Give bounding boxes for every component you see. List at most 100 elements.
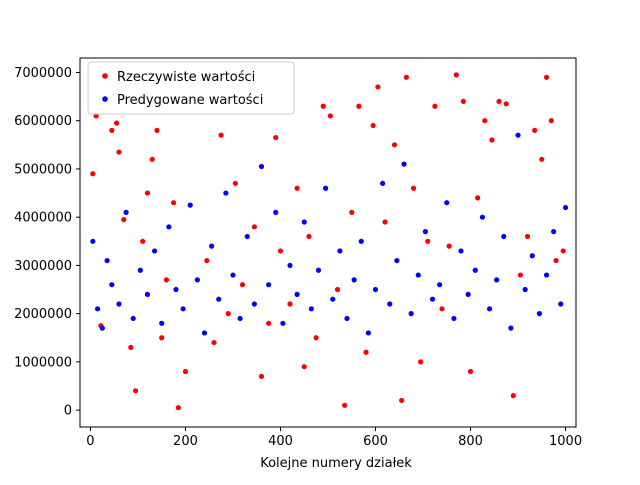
data-point: [439, 306, 445, 312]
data-point: [529, 253, 535, 259]
data-point: [422, 229, 428, 235]
data-point: [543, 74, 550, 80]
data-point: [287, 262, 293, 269]
data-point: [472, 267, 478, 273]
data-point: [486, 306, 493, 312]
data-point: [425, 238, 431, 244]
data-point: [258, 163, 265, 170]
data-point: [216, 296, 222, 302]
data-point: [109, 282, 115, 288]
data-point: [460, 98, 466, 105]
legend-marker-real: [102, 73, 108, 79]
data-point: [173, 286, 179, 293]
data-point: [113, 120, 120, 126]
data-point: [180, 306, 186, 312]
data-point: [211, 339, 217, 346]
data-point: [382, 219, 388, 225]
data-point: [363, 349, 369, 355]
data-point: [399, 397, 405, 404]
data-point: [277, 248, 284, 254]
data-point: [301, 219, 307, 225]
data-point: [104, 257, 110, 264]
data-point: [517, 272, 524, 278]
data-point: [144, 291, 151, 297]
data-point: [121, 216, 127, 223]
data-point: [251, 301, 257, 307]
data-point: [401, 161, 407, 167]
data-point: [237, 315, 243, 322]
data-point: [232, 180, 238, 187]
legend-label-predicted: Predygowane wartości: [117, 93, 263, 108]
data-point: [159, 335, 165, 341]
data-point: [116, 149, 122, 155]
x-tick-label: 200: [173, 434, 198, 449]
y-tick-label: 3000000: [14, 259, 72, 274]
x-tick-label: 0: [86, 434, 94, 449]
data-point: [137, 267, 143, 273]
legend-marker-predicted: [102, 96, 108, 102]
data-point: [489, 137, 495, 143]
data-point: [451, 315, 457, 322]
data-point: [306, 233, 312, 240]
data-point: [93, 113, 99, 119]
data-point: [501, 233, 507, 240]
data-point: [130, 315, 136, 322]
data-point: [128, 344, 134, 351]
data-point: [548, 118, 554, 124]
data-point: [522, 286, 528, 293]
data-point: [90, 171, 96, 177]
data-point: [558, 301, 564, 307]
data-point: [494, 277, 500, 283]
data-point: [201, 330, 208, 336]
legend-box: [87, 61, 295, 115]
data-point: [356, 103, 362, 109]
data-point: [437, 282, 443, 288]
data-point: [453, 72, 459, 78]
data-point: [266, 282, 272, 288]
data-point: [515, 132, 521, 138]
data-point: [273, 134, 279, 141]
data-point: [365, 330, 371, 336]
data-point: [536, 311, 543, 317]
data-point: [358, 238, 364, 244]
data-point: [415, 272, 421, 278]
data-point: [320, 103, 326, 109]
data-point: [429, 296, 436, 302]
data-point: [116, 301, 122, 307]
data-point: [444, 200, 450, 206]
data-point: [273, 209, 279, 215]
data-point: [315, 267, 322, 273]
data-point: [465, 291, 471, 297]
x-tick-label: 1000: [549, 434, 582, 449]
data-point: [323, 185, 329, 191]
series-predicted-values: [90, 132, 569, 336]
data-point: [418, 359, 424, 365]
data-point: [351, 277, 357, 283]
data-point: [524, 233, 531, 240]
y-tick-label: 4000000: [14, 211, 72, 226]
legend: Rzeczywiste wartości Predygowane wartośc…: [87, 61, 295, 115]
data-point: [258, 373, 265, 379]
x-tick-label: 800: [458, 434, 483, 449]
data-point: [467, 368, 474, 375]
plot-area: [80, 58, 576, 427]
data-point: [225, 311, 231, 317]
y-tick-label: 0: [64, 404, 72, 419]
data-point: [337, 248, 343, 254]
data-point: [380, 180, 386, 187]
data-point: [159, 320, 165, 326]
data-point: [166, 224, 172, 230]
data-point: [313, 335, 319, 341]
data-point: [123, 209, 129, 215]
data-point: [394, 257, 400, 264]
data-point: [223, 190, 229, 196]
data-point: [301, 364, 307, 370]
y-tick-label: 1000000: [14, 355, 72, 370]
data-point: [94, 306, 101, 312]
data-point: [446, 243, 452, 249]
data-point: [543, 272, 550, 278]
data-point: [209, 243, 215, 249]
data-point: [370, 122, 376, 129]
